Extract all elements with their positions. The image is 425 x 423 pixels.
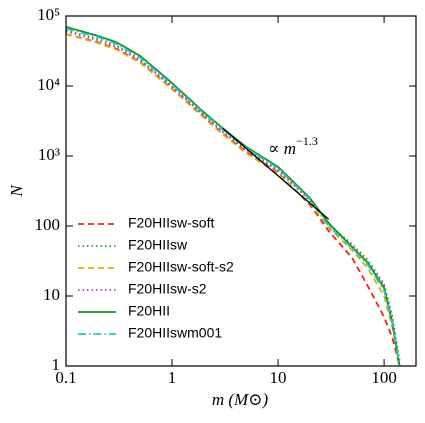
x-tick-label: 1 xyxy=(168,368,177,387)
y-tick-label: 100 xyxy=(35,215,61,234)
y-tick-label: 10⁴ xyxy=(37,75,60,94)
series-line xyxy=(66,30,401,366)
x-tick-label: 10 xyxy=(270,368,287,387)
series-line xyxy=(66,33,401,366)
legend-label: F20HIIsw-soft xyxy=(128,215,214,231)
legend-label: F20HIIsw xyxy=(128,237,188,253)
x-tick-label: 0.1 xyxy=(55,368,76,387)
plot-frame xyxy=(65,15,417,367)
legend-label: F20HII xyxy=(128,303,170,319)
y-tick-label: 10⁵ xyxy=(37,5,60,24)
y-axis-label: N xyxy=(7,184,26,198)
annotation-text: ∝ m xyxy=(268,139,296,158)
y-tick-label: 10 xyxy=(43,285,60,304)
legend-label: F20HIIswm001 xyxy=(128,325,222,341)
y-tick-label: 1 xyxy=(52,355,61,374)
series-line xyxy=(66,27,401,366)
reference-line xyxy=(222,127,330,220)
y-tick-label: 10³ xyxy=(38,145,60,164)
annotation-exponent: −1.3 xyxy=(296,134,318,148)
legend-label: F20HIIsw-soft-s2 xyxy=(128,259,234,275)
series-line xyxy=(66,29,401,361)
x-axis-label: m (M⊙) xyxy=(212,390,269,409)
legend-label: F20HIIsw-s2 xyxy=(128,281,207,297)
annotation: ∝ m−1.3 xyxy=(268,134,318,158)
x-tick-label: 100 xyxy=(371,368,397,387)
series-line xyxy=(66,33,401,366)
series-line xyxy=(66,25,401,366)
